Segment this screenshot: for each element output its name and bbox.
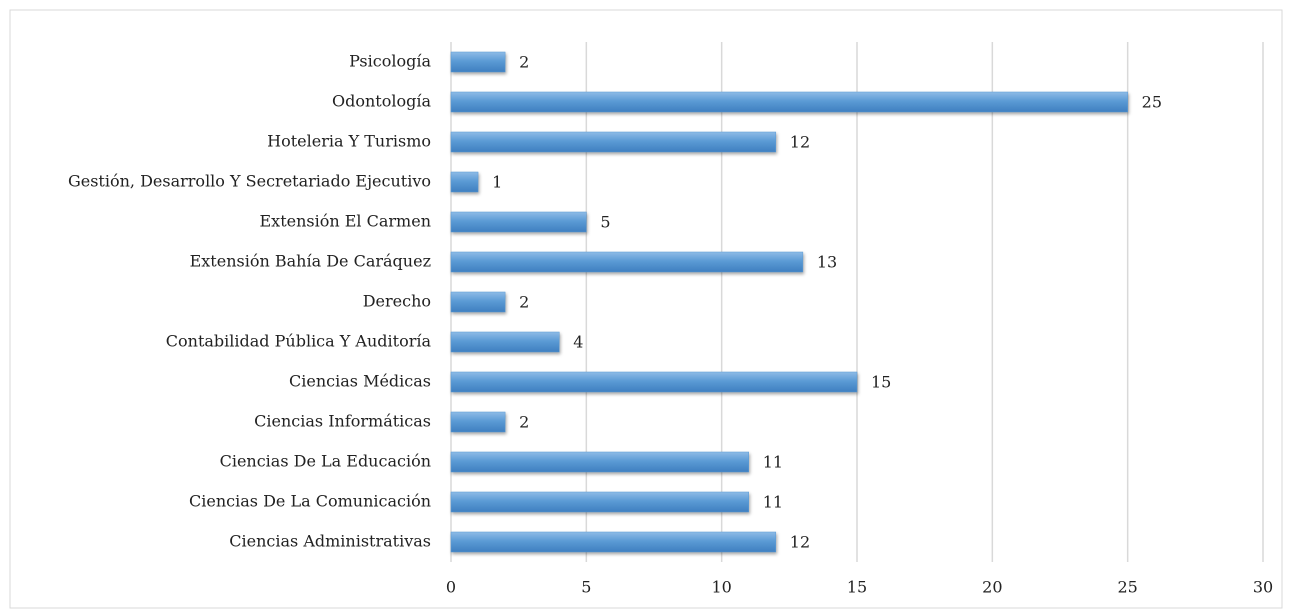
y-tick-label: Ciencias De La Comunicación — [189, 492, 431, 511]
y-tick-label: Gestión, Desarrollo Y Secretariado Ejecu… — [68, 172, 431, 191]
bar — [450, 51, 506, 73]
x-tick-label: 5 — [581, 578, 591, 597]
bar — [450, 91, 1128, 113]
y-tick-label: Ciencias Informáticas — [254, 412, 431, 431]
x-tick-label: 15 — [847, 578, 867, 597]
x-tick-label: 10 — [711, 578, 731, 597]
x-tick-label: 20 — [982, 578, 1002, 597]
y-tick-label: Ciencias Administrativas — [229, 532, 431, 551]
x-tick-label: 25 — [1117, 578, 1137, 597]
y-tick-label: Derecho — [363, 292, 431, 311]
data-label: 5 — [600, 213, 610, 232]
data-label: 12 — [790, 133, 810, 152]
bar — [450, 451, 749, 473]
data-label: 25 — [1142, 93, 1162, 112]
data-label: 4 — [573, 333, 583, 352]
data-label: 11 — [763, 453, 783, 472]
data-label: 13 — [817, 253, 837, 272]
bar — [450, 291, 506, 313]
y-tick-label: Contabilidad Pública Y Auditoría — [166, 332, 432, 351]
data-label: 11 — [763, 493, 783, 512]
y-tick-label: Hoteleria Y Turismo — [267, 132, 431, 151]
data-label: 12 — [790, 533, 810, 552]
bar — [450, 251, 804, 273]
y-tick-label: Ciencias De La Educación — [220, 452, 431, 471]
y-tick-label: Odontología — [332, 92, 431, 111]
y-tick-label: Ciencias Médicas — [289, 372, 431, 391]
data-label: 1 — [492, 173, 502, 192]
bar — [450, 211, 587, 233]
data-label: 15 — [871, 373, 891, 392]
x-tick-label: 0 — [446, 578, 456, 597]
y-tick-label: Extensión El Carmen — [259, 212, 431, 231]
bar — [450, 531, 777, 553]
data-label: 2 — [519, 413, 529, 432]
y-tick-label: Psicología — [349, 52, 431, 71]
bar — [450, 331, 560, 353]
data-label: 2 — [519, 53, 529, 72]
bar — [450, 411, 506, 433]
bar — [450, 171, 479, 193]
x-tick-label: 30 — [1253, 578, 1273, 597]
chart-frame — [9, 9, 1283, 609]
data-label: 2 — [519, 293, 529, 312]
bar — [450, 131, 777, 153]
y-tick-label: Extensión Bahía De Caráquez — [190, 252, 431, 271]
bar — [450, 491, 749, 513]
bar — [450, 371, 858, 393]
